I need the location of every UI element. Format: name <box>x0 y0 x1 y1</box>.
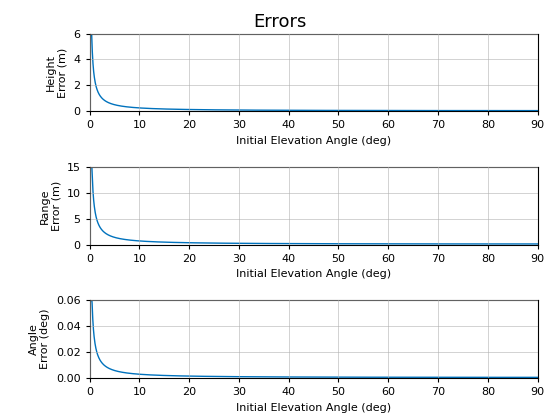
Text: Errors: Errors <box>253 13 307 31</box>
Y-axis label: Height
Error (m): Height Error (m) <box>46 47 68 97</box>
X-axis label: Initial Elevation Angle (deg): Initial Elevation Angle (deg) <box>236 269 391 279</box>
X-axis label: Initial Elevation Angle (deg): Initial Elevation Angle (deg) <box>236 136 391 146</box>
Y-axis label: Angle
Error (deg): Angle Error (deg) <box>29 309 50 370</box>
X-axis label: Initial Elevation Angle (deg): Initial Elevation Angle (deg) <box>236 403 391 412</box>
Y-axis label: Range
Error (m): Range Error (m) <box>39 181 61 231</box>
